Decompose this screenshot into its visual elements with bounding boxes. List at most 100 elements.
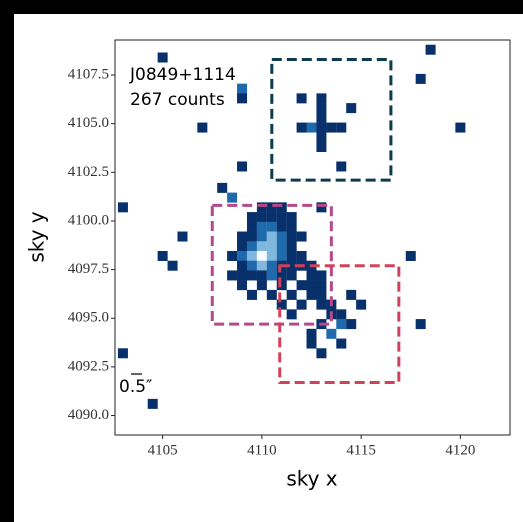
cell — [277, 232, 287, 242]
cell — [336, 319, 346, 329]
cell — [267, 212, 277, 222]
cell — [416, 319, 426, 329]
cell — [287, 222, 297, 232]
cell — [267, 241, 277, 251]
cell — [277, 270, 287, 280]
cell — [307, 270, 317, 280]
cell — [316, 93, 326, 103]
cell — [257, 251, 267, 261]
cell — [197, 123, 207, 133]
cell — [297, 280, 307, 290]
cell — [346, 290, 356, 300]
cell — [237, 232, 247, 242]
cell — [297, 300, 307, 310]
cell — [267, 261, 277, 271]
cell — [237, 270, 247, 280]
y-tick-label: 4107.5 — [68, 66, 109, 82]
cell — [237, 93, 247, 103]
cell — [227, 251, 237, 261]
cell — [267, 290, 277, 300]
cell — [267, 222, 277, 232]
y-tick-label: 4097.5 — [68, 261, 109, 277]
cell — [257, 202, 267, 212]
cell — [118, 348, 128, 358]
cell — [217, 183, 227, 193]
y-tick-label: 4100.0 — [68, 212, 109, 228]
cell — [267, 251, 277, 261]
cell — [247, 270, 257, 280]
cell — [307, 329, 317, 339]
cell — [326, 123, 336, 133]
cell — [237, 251, 247, 261]
annotation: J0849+1114 — [129, 65, 236, 85]
cell — [316, 348, 326, 358]
cell — [257, 222, 267, 232]
cell — [267, 232, 277, 242]
cell — [277, 280, 287, 290]
cell — [237, 161, 247, 171]
y-tick-label: 4092.5 — [68, 358, 109, 374]
cell — [307, 280, 317, 290]
x-tick-label: 4105 — [148, 442, 178, 458]
cell — [287, 309, 297, 319]
cell — [247, 222, 257, 232]
cell — [307, 123, 317, 133]
cell — [257, 241, 267, 251]
y-tick-label: 4095.0 — [68, 310, 109, 326]
cell — [257, 212, 267, 222]
cell — [277, 251, 287, 261]
cell — [297, 251, 307, 261]
x-axis-label: sky x — [286, 467, 337, 491]
cell — [247, 261, 257, 271]
cell — [316, 290, 326, 300]
cell — [316, 300, 326, 310]
cell — [287, 232, 297, 242]
cell — [287, 290, 297, 300]
cell — [247, 232, 257, 242]
y-tick-label: 4090.0 — [68, 407, 109, 423]
cell — [277, 222, 287, 232]
cell — [237, 280, 247, 290]
cell — [336, 123, 346, 133]
x-tick-label: 4115 — [346, 442, 375, 458]
cell — [356, 300, 366, 310]
cell — [426, 45, 436, 55]
cell — [336, 309, 346, 319]
cell — [316, 123, 326, 133]
x-tick-label: 4120 — [445, 442, 475, 458]
cell — [346, 103, 356, 113]
cell — [455, 123, 465, 133]
cell — [247, 251, 257, 261]
cell — [416, 74, 426, 84]
cell — [158, 53, 168, 63]
y-axis-label: sky y — [25, 211, 49, 262]
cell — [237, 261, 247, 271]
cell — [316, 113, 326, 123]
cell — [297, 93, 307, 103]
cell — [257, 232, 267, 242]
cell — [277, 241, 287, 251]
cell — [307, 290, 317, 300]
cell — [237, 84, 247, 94]
cell — [336, 339, 346, 349]
cell — [148, 399, 158, 409]
x-tick-label: 4110 — [247, 442, 276, 458]
scale-label: 0.5″ — [119, 377, 152, 397]
cell — [247, 241, 257, 251]
cell — [316, 270, 326, 280]
cell — [257, 261, 267, 271]
cell — [227, 270, 237, 280]
cell — [316, 280, 326, 290]
cell — [316, 202, 326, 212]
y-tick-label: 4102.5 — [68, 164, 109, 180]
y-tick-label: 4105.0 — [68, 115, 109, 131]
cell — [277, 212, 287, 222]
cell — [257, 270, 267, 280]
cell — [158, 251, 168, 261]
cell — [326, 329, 336, 339]
cell — [277, 202, 287, 212]
cell — [287, 212, 297, 222]
cell — [168, 261, 178, 271]
cell — [118, 202, 128, 212]
cell — [287, 251, 297, 261]
